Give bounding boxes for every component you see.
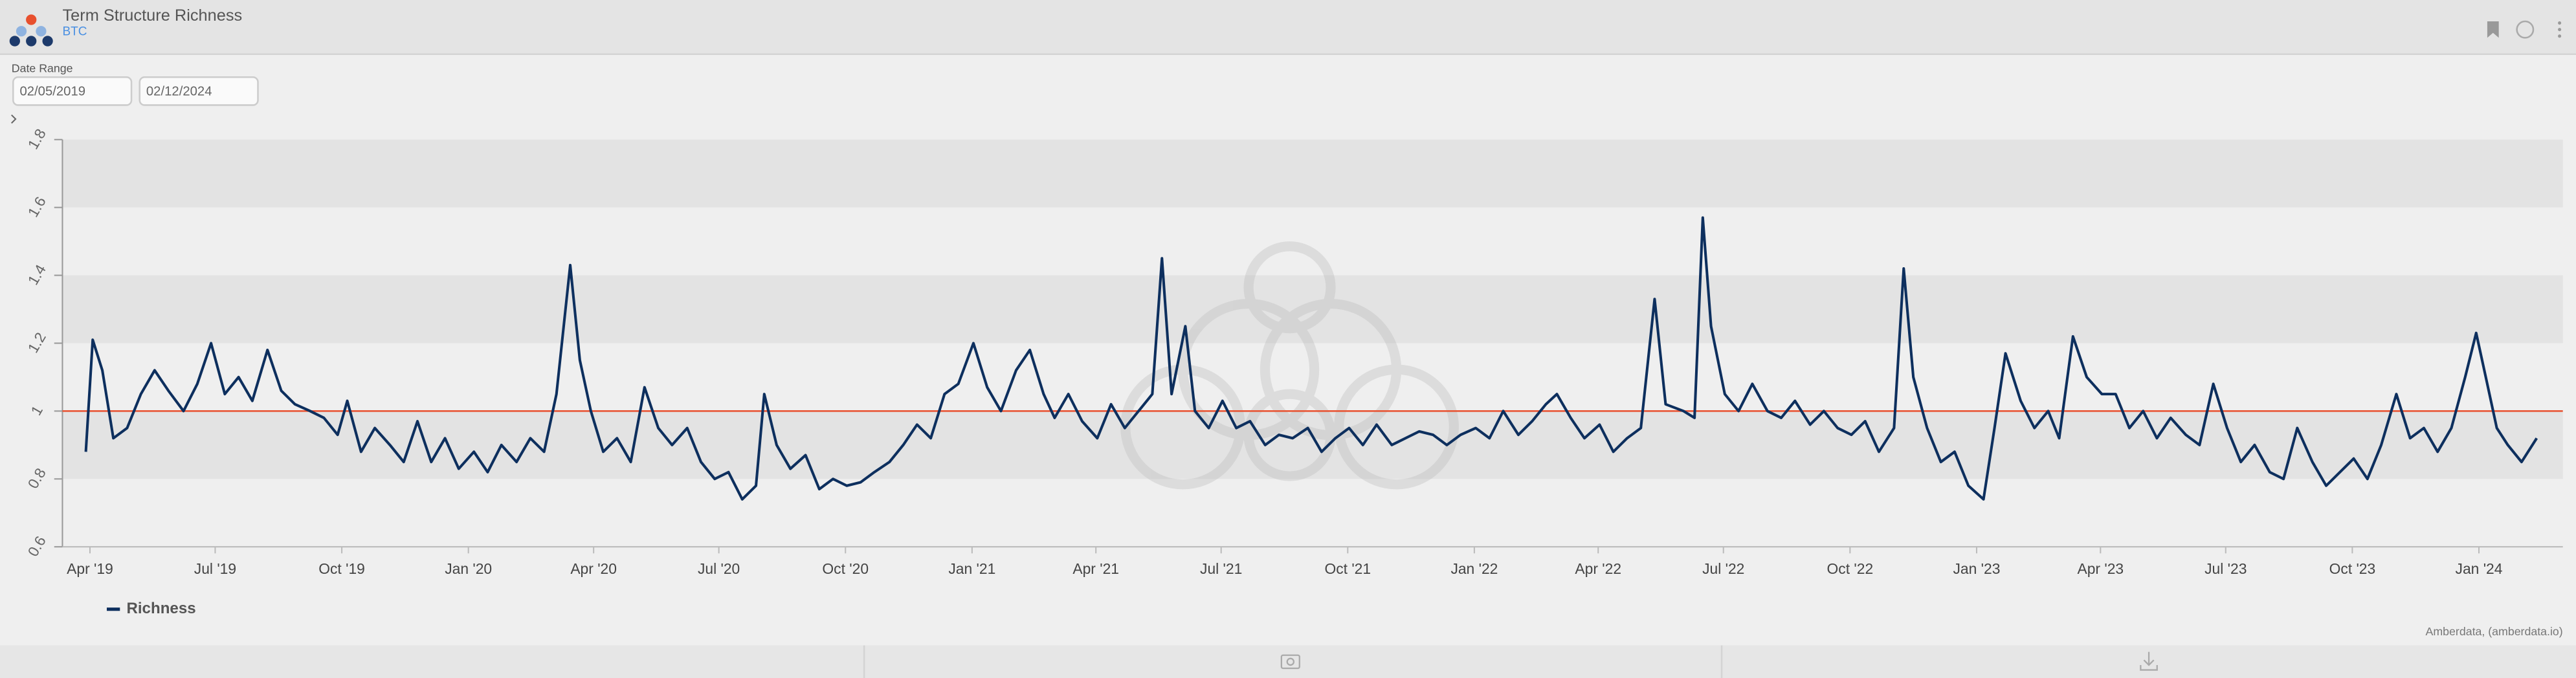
x-tick-label: Jul '23 bbox=[2204, 560, 2247, 577]
x-tick-label: Apr '20 bbox=[570, 560, 617, 577]
x-tick-label: Jul '22 bbox=[1702, 560, 1744, 577]
x-tick-label: Jul '19 bbox=[194, 560, 236, 577]
x-tick-label: Jul '21 bbox=[1200, 560, 1242, 577]
bookmark-icon[interactable] bbox=[2487, 21, 2499, 38]
date-range-label: Date Range bbox=[12, 61, 73, 74]
data-line bbox=[84, 216, 2538, 501]
x-tick-label: Oct '20 bbox=[822, 560, 869, 577]
plot-band bbox=[62, 139, 2563, 208]
x-tick-label: Apr '23 bbox=[2077, 560, 2124, 577]
page-title: Term Structure Richness bbox=[62, 6, 242, 25]
info-icon[interactable] bbox=[2516, 20, 2535, 39]
x-tick-label: Jan '22 bbox=[1450, 560, 1498, 577]
x-tick-label: Apr '19 bbox=[67, 560, 113, 577]
x-tick-label: Jul '20 bbox=[698, 560, 740, 577]
x-tick-label: Oct '19 bbox=[318, 560, 365, 577]
plot-bands bbox=[62, 139, 2563, 479]
camera-icon[interactable] bbox=[1280, 654, 1300, 670]
expand-toggle[interactable] bbox=[11, 114, 17, 124]
x-tick-label: Oct '21 bbox=[1324, 560, 1371, 577]
plot-band bbox=[62, 275, 2563, 344]
x-tick-label: Jan '24 bbox=[2456, 560, 2503, 577]
start-date[interactable]: 02/05/2019 bbox=[19, 84, 85, 98]
end-date[interactable]: 02/12/2024 bbox=[146, 84, 212, 98]
x-tick-label: Apr '21 bbox=[1072, 560, 1119, 577]
header-bar bbox=[0, 0, 2576, 54]
logo bbox=[9, 14, 53, 47]
bottom-toolbar bbox=[0, 645, 2576, 678]
plot-band bbox=[62, 411, 2563, 479]
legend-label: Richness bbox=[126, 600, 195, 617]
download-icon[interactable] bbox=[2140, 651, 2158, 671]
end-date-input[interactable] bbox=[139, 76, 259, 106]
x-tick-label: Jan '21 bbox=[948, 560, 995, 577]
menu-icon[interactable] bbox=[2558, 21, 2562, 38]
start-date-input[interactable] bbox=[12, 76, 133, 106]
x-tick-label: Oct '23 bbox=[2329, 560, 2376, 577]
x-tick-label: Oct '22 bbox=[1827, 560, 1874, 577]
credits: Amberdata, (amberdata.io) bbox=[2426, 625, 2563, 638]
x-tick-label: Apr '22 bbox=[1575, 560, 1621, 577]
x-tick-label: Jan '20 bbox=[445, 560, 492, 577]
x-tick-label: Jan '23 bbox=[1953, 560, 2000, 577]
page-subtitle: BTC bbox=[62, 25, 87, 39]
